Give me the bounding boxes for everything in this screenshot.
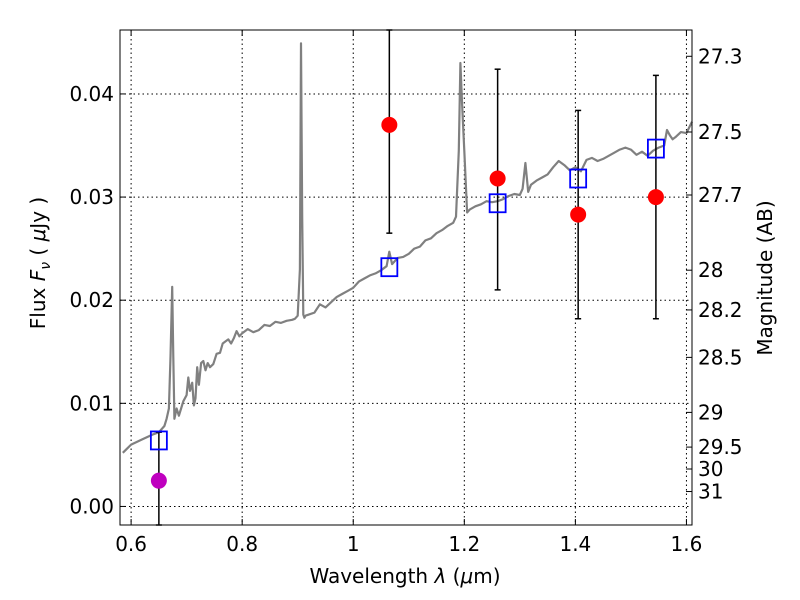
- x-tick-label: 1.6: [671, 532, 703, 556]
- y2-tick-label: 27.3: [698, 44, 743, 68]
- y-axis-title-mu: μ: [26, 229, 50, 243]
- y-axis-title-nu: ν: [38, 262, 54, 270]
- y2-tick-label: 28: [698, 258, 723, 282]
- x-tick-label: 0.6: [115, 532, 147, 556]
- observed-photometry-point: [489, 170, 506, 187]
- observed-photometry-point: [647, 189, 664, 206]
- plot-frame: [119, 29, 693, 526]
- model-photometry-square: [488, 193, 507, 214]
- x-axis-title-unit: m): [473, 564, 500, 588]
- ticks-layer: 0.6 0.8 1 1.2 1.4 1.6 0.00 0.01 0.02 0.03 0.04 27.3…: [69, 30, 743, 556]
- y2-tick-label: 28.2: [698, 298, 743, 322]
- y2-axis-title: Magnitude (AB): [753, 200, 777, 355]
- observed-photometry-point: [381, 116, 398, 133]
- y-tick-label: 0.02: [69, 288, 114, 312]
- markers-layer: [149, 116, 665, 489]
- y-axis-title-F: F: [26, 269, 50, 281]
- model-photometry-square: [569, 168, 588, 189]
- y2-tick-label: 27.5: [698, 120, 743, 144]
- y-tick-label: 0.03: [69, 185, 114, 209]
- error-bars-layer: [155, 29, 659, 526]
- y-axis-title-text: Flux: [26, 281, 50, 329]
- observed-photometry-point: [570, 206, 587, 223]
- y2-tick-label: 30: [698, 457, 723, 481]
- x-tick-label: 0.8: [226, 532, 258, 556]
- y2-tick-label: 29: [698, 400, 723, 424]
- model-photometry-square: [149, 430, 168, 451]
- y2-tick-label: 27.7: [698, 183, 743, 207]
- y-tick-label: 0.04: [69, 82, 114, 106]
- y-axis-title-unit: Jy ): [26, 197, 50, 231]
- y-axis-title: Flux Fν ( μJy ): [26, 197, 54, 329]
- grid: [120, 30, 692, 525]
- x-axis-title-text: Wavelength: [309, 564, 434, 588]
- y-tick-label: 0.00: [69, 494, 114, 518]
- x-tick-label: 1.2: [448, 532, 480, 556]
- model-photometry-square: [380, 257, 399, 278]
- y-tick-label: 0.01: [69, 391, 114, 415]
- x-axis-title-lambda: λ: [433, 564, 446, 588]
- y2-tick-label: 28.5: [698, 345, 743, 369]
- x-axis-title: Wavelength λ (μm): [309, 564, 500, 588]
- spectrum-line: [122, 42, 693, 454]
- y-axis-title-open: (: [26, 241, 50, 262]
- y2-tick-label: 31: [698, 480, 723, 504]
- x-axis-title-mu: μ: [459, 564, 473, 588]
- x-axis-title-open: (: [446, 564, 460, 588]
- model-photometry-square: [647, 138, 665, 159]
- x-tick-label: 1.4: [559, 532, 591, 556]
- y2-tick-label: 29.5: [698, 435, 743, 459]
- x-tick-label: 1: [347, 532, 360, 556]
- model-spectrum-layer: [122, 42, 693, 454]
- observed-limit-point: [150, 472, 167, 489]
